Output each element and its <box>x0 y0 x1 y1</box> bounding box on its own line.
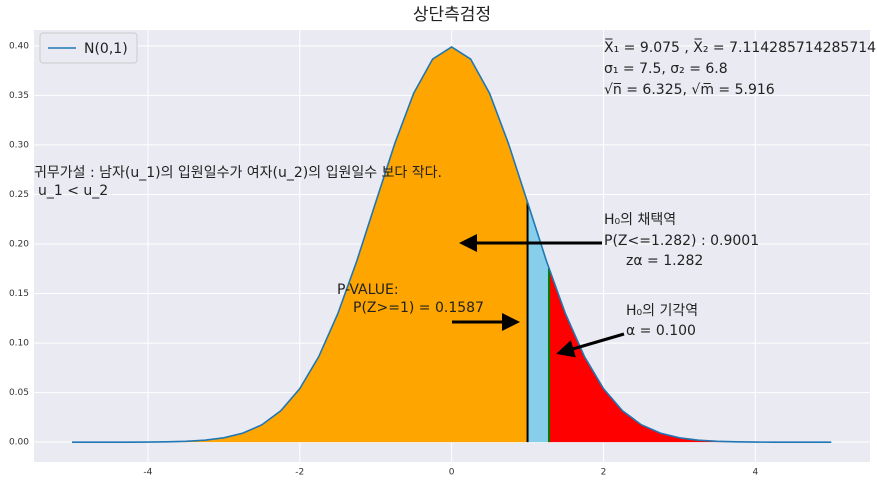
x-tick-label: -4 <box>143 468 152 478</box>
y-tick-label: 0.00 <box>9 438 29 448</box>
legend-label: N(0,1) <box>84 41 128 57</box>
arrow <box>556 332 625 358</box>
y-tick-label: 0.25 <box>9 190 29 200</box>
x-tick-label: 0 <box>449 468 455 478</box>
annotation: H₀의 채택역 <box>604 212 676 228</box>
legend-box <box>39 32 138 64</box>
legend: N(0,1) <box>39 32 138 64</box>
region-fill <box>71 46 528 443</box>
y-tick-label: 0.30 <box>9 140 29 150</box>
density-line <box>71 45 832 443</box>
arrows <box>452 234 625 358</box>
x-tick-label: -2 <box>295 468 304 478</box>
annotation: P(Z>=1) = 0.1587 <box>353 300 484 316</box>
y-tick-label: 0.35 <box>9 91 29 101</box>
region-fill <box>527 202 549 443</box>
annotation: X̅₁ = 9.075 , X̅₂ = 7.114285714285714 <box>604 38 876 56</box>
x-tick-label: 4 <box>752 468 758 478</box>
annotation: 귀무가설 : 남자(u_1)의 입원일수가 여자(u_2)의 입원일수 보다 작… <box>34 165 442 181</box>
annotation: H₀의 기각역 <box>626 303 698 319</box>
annotation: √n̅ = 6.325, √m̅ = 5.916 <box>604 82 775 98</box>
annotation: u_1 < u_2 <box>38 183 108 199</box>
chart-title: 상단측검정 <box>413 5 491 25</box>
x-tick-label: 2 <box>601 468 607 478</box>
annotation: α = 0.100 <box>626 323 696 339</box>
y-tick-label: 0.10 <box>9 339 29 349</box>
marks <box>71 45 832 443</box>
region-fill <box>548 267 832 443</box>
y-tick-label: 0.15 <box>9 289 29 299</box>
y-tick-label: 0.40 <box>9 41 29 51</box>
annotation: P-VALUE: <box>337 282 399 298</box>
annotation: P(Z<=1.282) : 0.9001 <box>604 233 759 249</box>
annotations: X̅₁ = 9.075 , X̅₂ = 7.114285714285714 σ₁ … <box>34 38 876 339</box>
y-tick-label: 0.20 <box>9 240 29 250</box>
y-tick-label: 0.05 <box>9 388 29 398</box>
annotation: σ₁ = 7.5, σ₂ = 6.8 <box>604 61 728 77</box>
annotation: zα = 1.282 <box>626 253 703 269</box>
